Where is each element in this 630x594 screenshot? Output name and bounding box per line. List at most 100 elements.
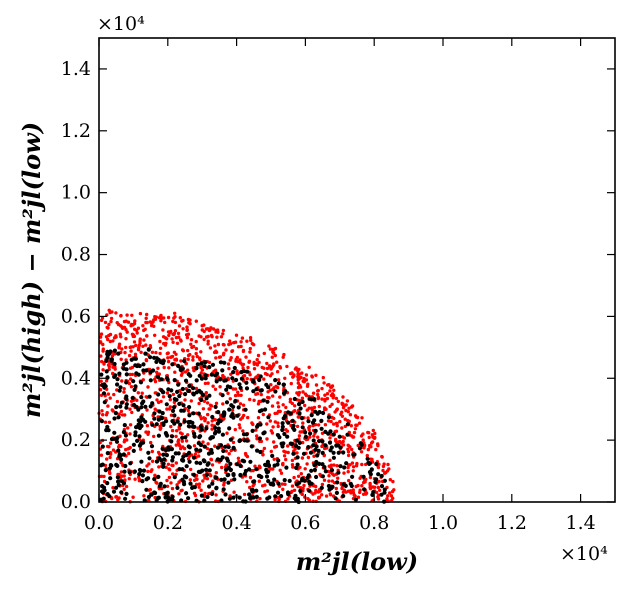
- scatter-point: [179, 391, 183, 395]
- scatter-point: [308, 435, 312, 439]
- scatter-point: [136, 391, 140, 395]
- scatter-point: [345, 432, 350, 437]
- scatter-point: [109, 437, 115, 442]
- scatter-point: [150, 401, 155, 406]
- scatter-point: [154, 350, 158, 355]
- scatter-point: [169, 355, 173, 359]
- scatter-point: [337, 439, 342, 444]
- scatter-point: [186, 408, 190, 413]
- scatter-point: [364, 492, 368, 496]
- scatter-point: [215, 421, 220, 426]
- scatter-point: [299, 478, 305, 483]
- scatter-point: [278, 409, 282, 414]
- scatter-point: [335, 424, 339, 428]
- scatter-point: [111, 339, 115, 343]
- y-tick-label: 0.2: [61, 429, 91, 451]
- scatter-point: [141, 324, 145, 328]
- scatter-point: [219, 477, 224, 482]
- scatter-point: [135, 331, 139, 335]
- scatter-point: [330, 479, 335, 483]
- scatter-point: [142, 494, 146, 498]
- scatter-point: [236, 345, 241, 349]
- scatter-point: [320, 493, 324, 497]
- scatter-point: [317, 438, 322, 444]
- scatter-point: [245, 339, 249, 343]
- scatter-point: [241, 348, 246, 353]
- scatter-point: [322, 478, 327, 482]
- scatter-point: [284, 405, 288, 410]
- scatter-point: [303, 434, 308, 439]
- scatter-point: [131, 442, 136, 447]
- scatter-point: [209, 435, 214, 440]
- scatter-point: [254, 392, 258, 396]
- scatter-point: [320, 474, 325, 479]
- scatter-point: [281, 355, 285, 359]
- scatter-point: [207, 328, 212, 333]
- scatter-point: [213, 475, 218, 480]
- scatter-point: [144, 487, 149, 492]
- scatter-point: [136, 407, 141, 412]
- scatter-point: [221, 332, 225, 336]
- scatter-point: [318, 472, 322, 477]
- scatter-point: [321, 410, 326, 416]
- scatter-point: [320, 439, 325, 444]
- scatter-point: [344, 461, 349, 466]
- scatter-point: [360, 462, 364, 467]
- scatter-point: [207, 365, 212, 370]
- scatter-point: [199, 493, 204, 498]
- scatter-point: [241, 403, 246, 407]
- scatter-point: [374, 461, 379, 467]
- scatter-point: [271, 394, 275, 398]
- scatter-point: [243, 468, 248, 474]
- scatter-point: [204, 335, 209, 339]
- scatter-point: [330, 384, 335, 388]
- scatter-point: [177, 401, 182, 406]
- scatter-point: [157, 484, 162, 489]
- scatter-point: [189, 399, 193, 403]
- scatter-point: [164, 419, 169, 424]
- scatter-point: [239, 417, 243, 421]
- scatter-point: [321, 375, 325, 380]
- y-axis-multiplier: ×10⁴: [97, 13, 145, 35]
- scatter-point: [117, 346, 121, 350]
- scatter-point: [286, 420, 291, 425]
- scatter-point: [312, 467, 317, 472]
- scatter-point: [220, 393, 225, 398]
- scatter-point: [296, 385, 301, 390]
- scatter-point: [190, 485, 195, 490]
- scatter-point: [198, 461, 203, 466]
- scatter-point: [172, 378, 177, 383]
- scatter-point: [248, 397, 252, 402]
- scatter-point: [358, 488, 362, 492]
- scatter-point: [391, 479, 395, 484]
- scatter-point: [124, 491, 129, 496]
- scatter-point: [187, 413, 192, 418]
- scatter-point: [276, 378, 281, 382]
- scatter-point: [152, 411, 157, 416]
- scatter-point: [261, 398, 266, 403]
- scatter-point: [175, 429, 179, 433]
- scatter-point: [179, 359, 183, 363]
- scatter-point: [273, 378, 278, 383]
- scatter-point: [218, 418, 223, 424]
- scatter-point: [233, 340, 238, 344]
- scatter-point: [141, 362, 146, 367]
- scatter-point: [226, 444, 231, 450]
- scatter-point: [361, 432, 365, 436]
- scatter-point: [298, 465, 302, 470]
- scatter-point: [172, 405, 177, 410]
- scatter-point: [142, 338, 146, 342]
- scatter-point: [114, 311, 118, 315]
- scatter-point: [334, 486, 338, 491]
- scatter-point: [180, 488, 184, 492]
- scatter-point: [211, 327, 216, 331]
- scatter-point: [186, 317, 191, 322]
- scatter-point: [388, 478, 392, 482]
- scatter-point: [266, 462, 271, 467]
- scatter-point: [243, 407, 248, 412]
- scatter-point: [257, 479, 261, 483]
- scatter-point: [184, 464, 189, 469]
- scatter-point: [245, 454, 250, 459]
- scatter-point: [103, 420, 108, 424]
- scatter-point: [155, 374, 161, 379]
